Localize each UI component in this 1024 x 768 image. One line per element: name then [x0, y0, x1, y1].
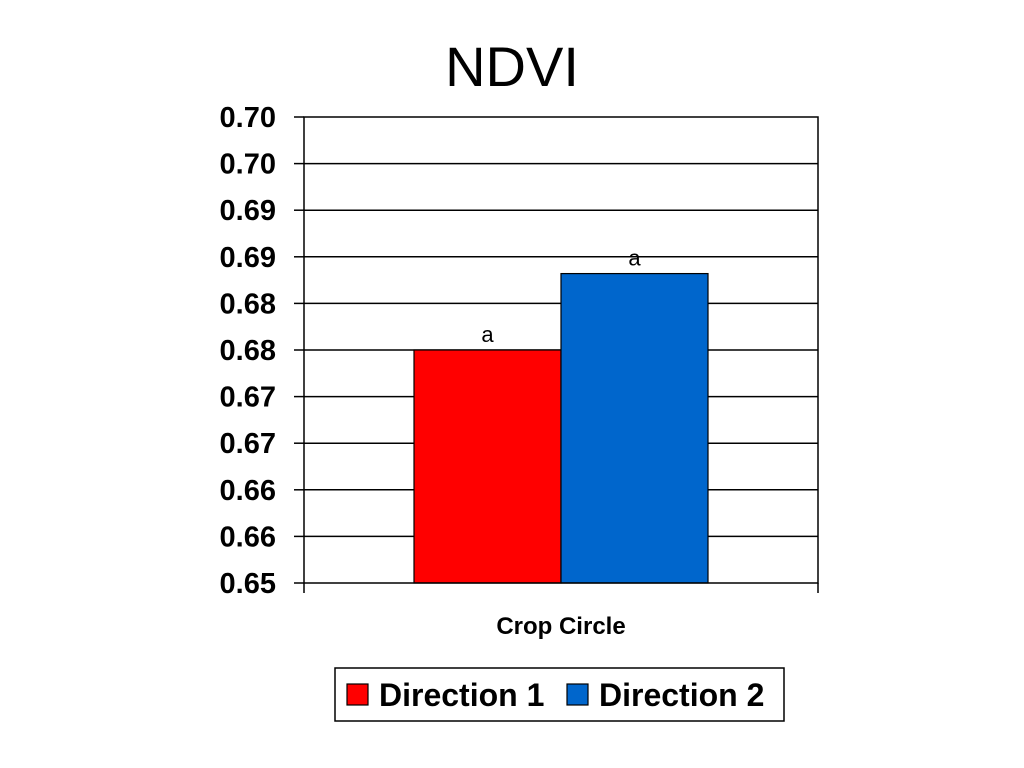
y-tick-label: 0.67	[220, 428, 276, 460]
bar-direction-2	[560, 272, 709, 584]
legend-swatch	[566, 683, 589, 706]
y-tick-label: 0.67	[220, 382, 276, 414]
legend: Direction 1 Direction 2	[334, 667, 785, 722]
y-tick-label: 0.69	[220, 242, 276, 274]
x-category-label: Crop Circle	[496, 613, 625, 640]
chart-title: NDVI	[445, 35, 579, 98]
y-tick-label: 0.66	[220, 521, 276, 553]
legend-box	[334, 667, 785, 722]
x-axis-categories: Crop Circle	[496, 613, 625, 640]
y-tick-label: 0.70	[220, 102, 276, 134]
bars: aa	[413, 246, 709, 584]
y-tick-label: 0.65	[220, 568, 276, 600]
y-tick-label: 0.68	[220, 335, 276, 367]
y-tick-label: 0.66	[220, 475, 276, 507]
y-tick-label: 0.69	[220, 195, 276, 227]
bar-data-label: a	[628, 246, 641, 271]
bar-direction-1	[413, 349, 562, 584]
bar-data-label: a	[481, 322, 494, 347]
legend-swatch	[346, 683, 369, 706]
y-tick-label: 0.70	[220, 149, 276, 181]
y-tick-label: 0.68	[220, 288, 276, 320]
y-axis-ticks: 0.65 0.66 0.66 0.67 0.67 0.68 0.68 0.69 0.69 0.70…	[220, 102, 304, 600]
legend-label: Direction 2	[599, 677, 764, 713]
legend-label: Direction 1	[379, 677, 544, 713]
